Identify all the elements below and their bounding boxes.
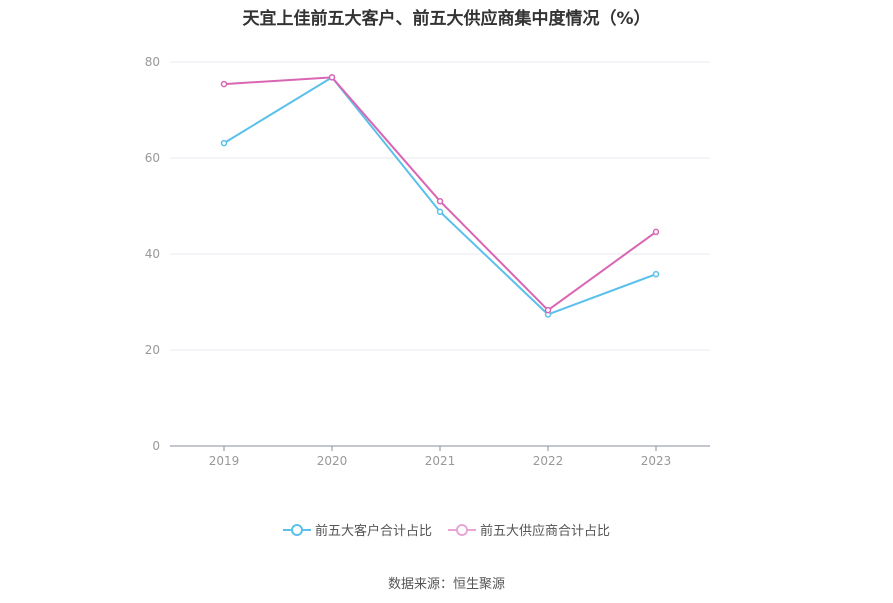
grid-layer	[170, 61, 710, 351]
data-source: 数据来源：恒生聚源	[387, 577, 505, 592]
data-point-0-0	[220, 139, 228, 147]
y-tick-label: 0	[152, 439, 160, 453]
data-point-1-0	[220, 80, 228, 88]
y-tick-label: 40	[145, 247, 160, 261]
data-point-0-4	[652, 270, 660, 278]
legend-item-suppliers[interactable]: 前五大供应商合计占比	[448, 520, 610, 539]
legend-label-suppliers: 前五大供应商合计占比	[480, 524, 611, 539]
legend: 前五大客户合计占比 前五大供应商合计占比	[0, 520, 893, 539]
data-point-0-2	[436, 208, 444, 216]
legend-item-customers[interactable]: 前五大客户合计占比	[282, 520, 432, 539]
x-tick-label: 2023	[641, 454, 672, 468]
series-line-1	[223, 76, 657, 312]
chart-title: 天宜上佳前五大客户、前五大供应商集中度情况（%）	[242, 9, 651, 29]
data-point-1-3	[544, 306, 552, 314]
x-tick-label: 2022	[533, 454, 564, 468]
legend-swatch-customers	[282, 523, 311, 536]
data-point-1-1	[328, 74, 336, 81]
legend-swatch-suppliers	[448, 523, 476, 536]
x-tick-label: 2020	[317, 454, 348, 468]
legend-label-customers: 前五大客户合计占比	[314, 524, 432, 539]
x-tick-label: 2019	[209, 454, 240, 468]
y-tick-label: 60	[145, 151, 160, 165]
series-layer	[220, 74, 660, 318]
y-tick-label: 80	[145, 55, 160, 69]
axis-layer: 0 20 40 60 80 2019 2020 2021 2022 2023	[145, 55, 710, 468]
data-point-1-4	[652, 228, 660, 236]
x-tick-label: 2021	[425, 454, 456, 468]
data-point-1-2	[436, 197, 444, 205]
y-tick-label: 20	[145, 343, 160, 357]
